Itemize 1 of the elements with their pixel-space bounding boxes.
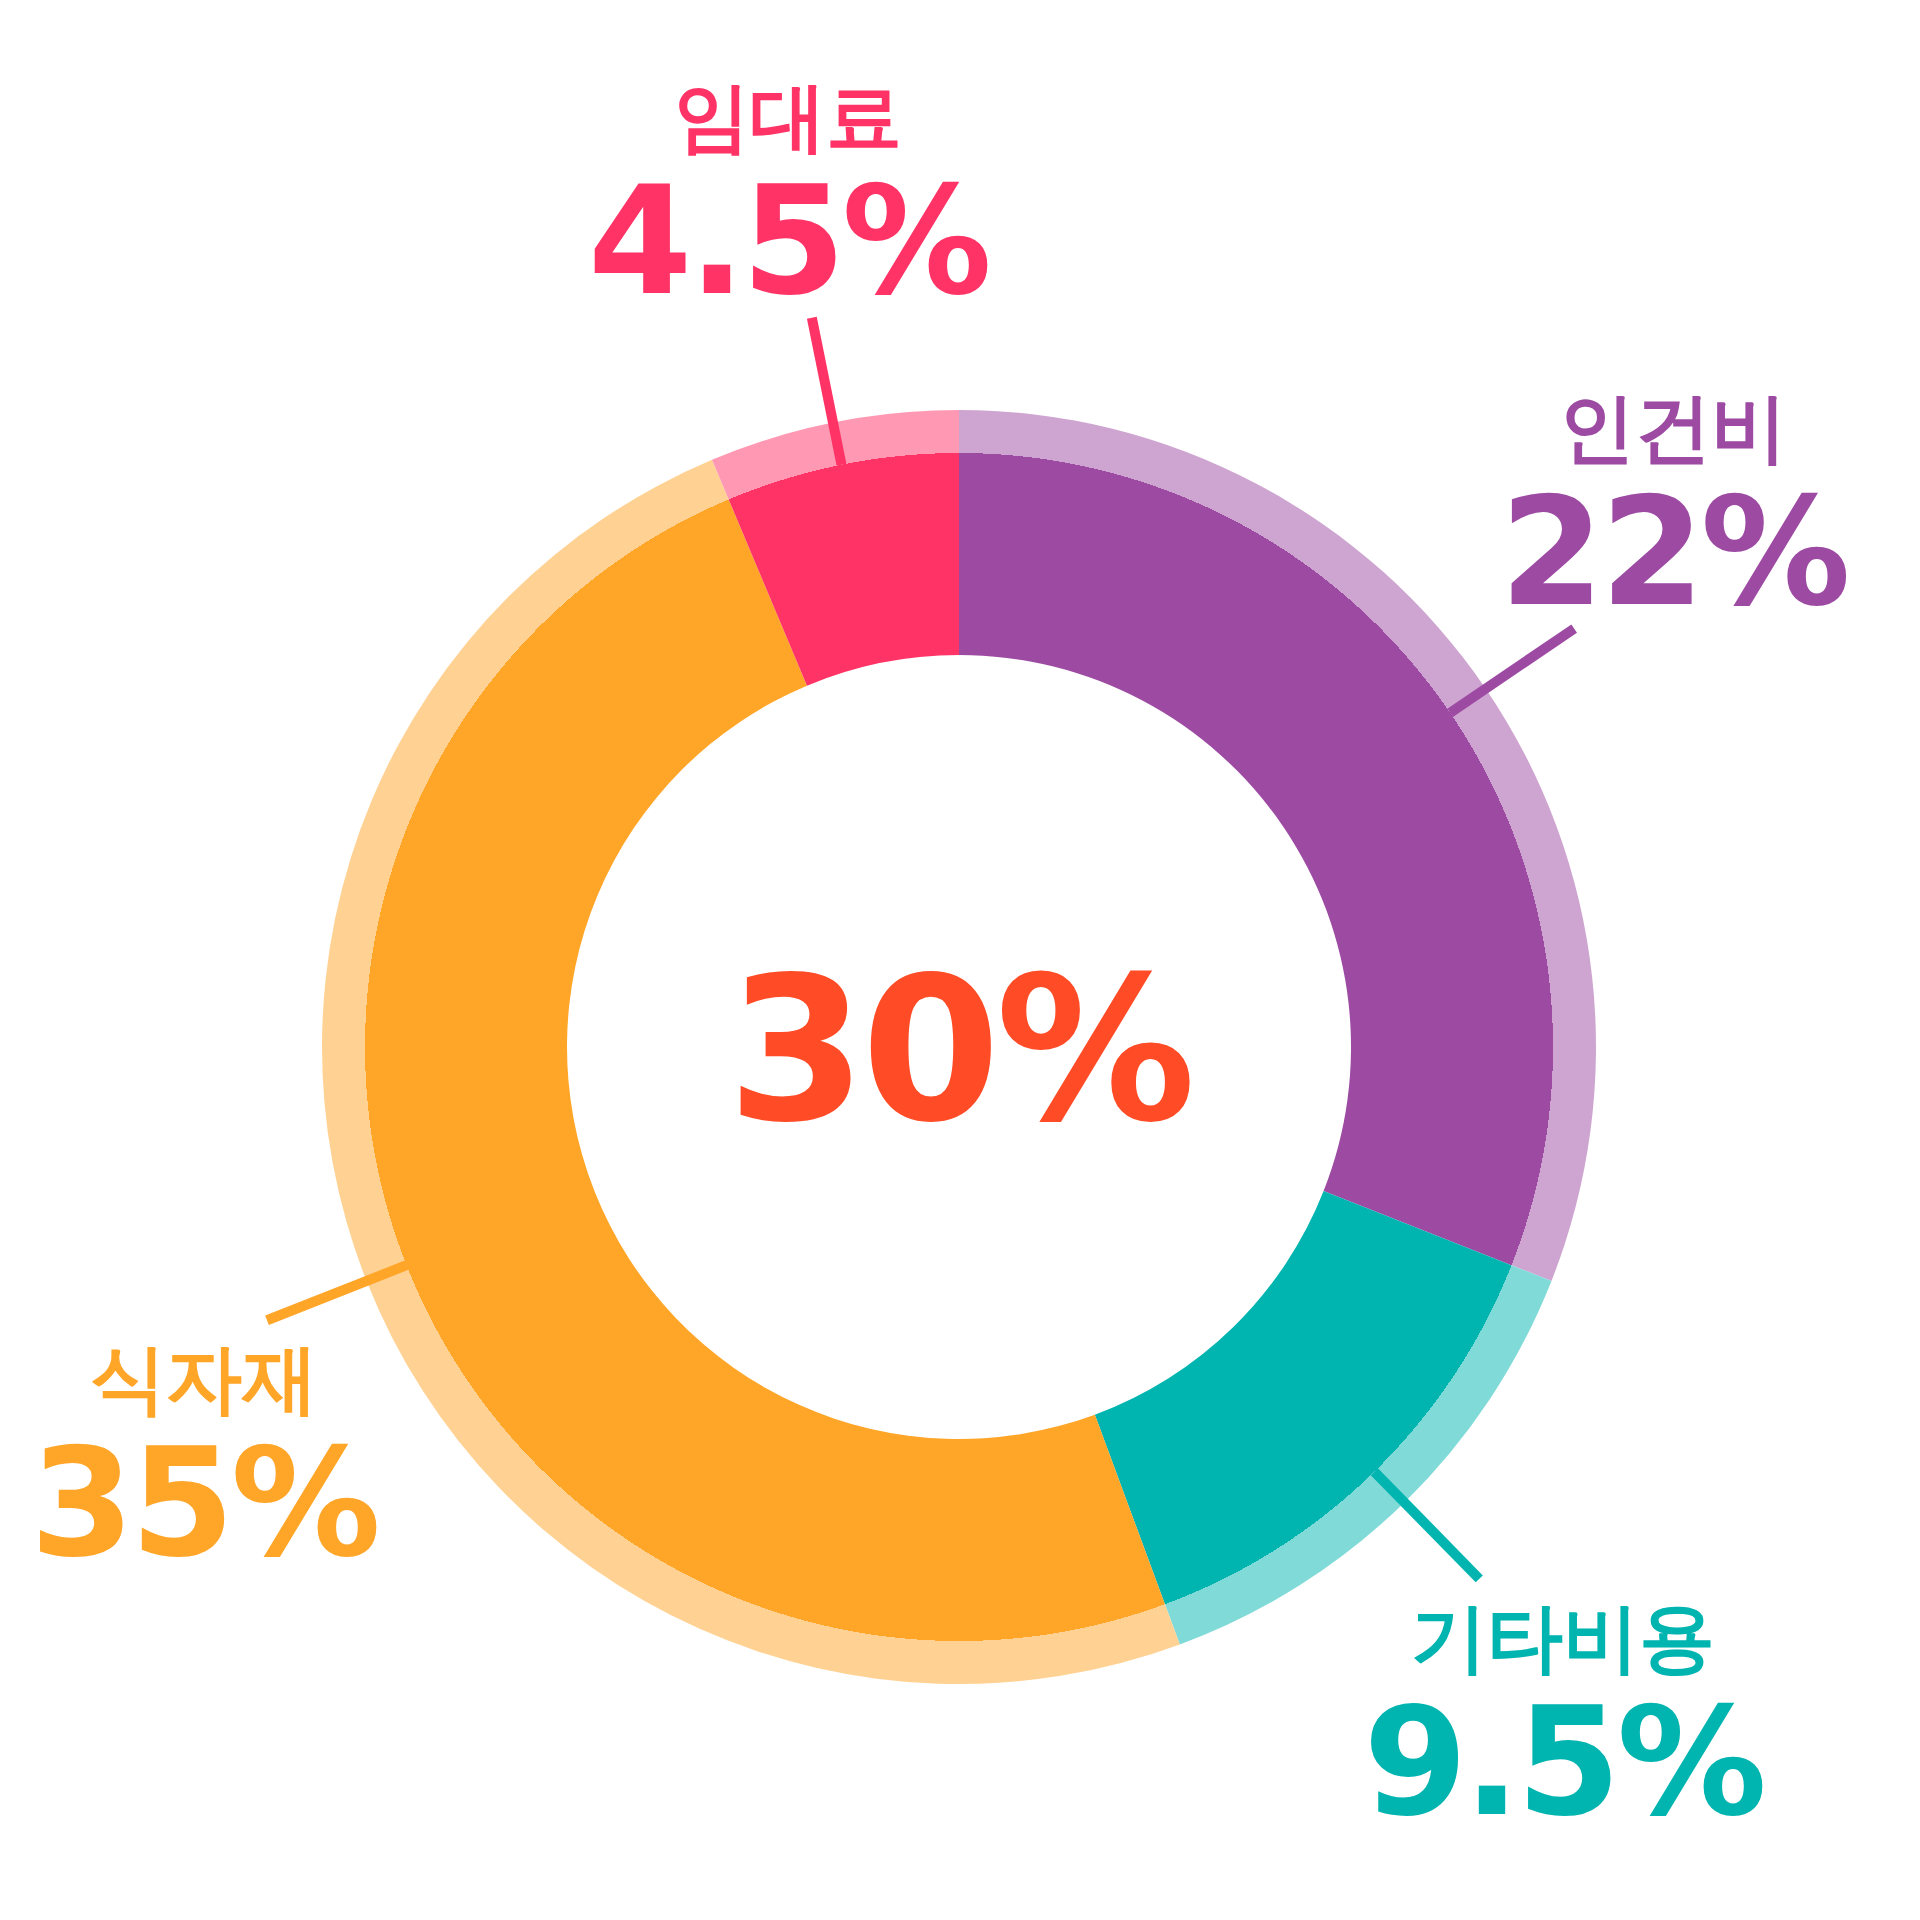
annotation: 30% — [727, 933, 1191, 1166]
